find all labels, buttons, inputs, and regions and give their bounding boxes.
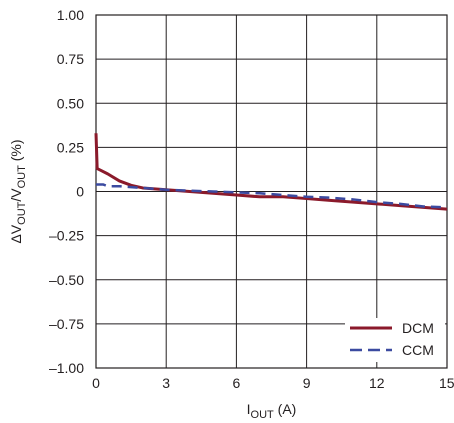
legend-background: [345, 318, 445, 362]
x-axis-label: IOUT (A): [247, 401, 297, 421]
series-line-dcm: [94, 133, 448, 211]
x-tick-label: 6: [233, 375, 241, 391]
y-tick-label: 0.75: [57, 51, 84, 67]
series-group: [94, 133, 448, 211]
y-tick-label: –0.50: [49, 272, 84, 288]
y-tick-labels: 1.00 0.75 0.50 0.25 0 –0.25 –0.50 –0.75 –1.00: [49, 7, 84, 376]
series-line-ccm: [96, 183, 448, 209]
x-tick-labels: 0 3 6 9 12 15: [92, 375, 454, 391]
grid: [95, 14, 448, 369]
x-tick-label: 15: [439, 375, 454, 391]
y-tick-label: –0.75: [49, 316, 84, 332]
legend-label-ccm: CCM: [402, 342, 434, 358]
x-tick-label: 0: [92, 375, 100, 391]
y-tick-label: 1.00: [57, 7, 84, 23]
x-tick-label: 9: [303, 375, 311, 391]
y-axis-label: ΔVOUT/VOUT (%): [8, 139, 28, 243]
y-tick-label: 0.25: [57, 139, 84, 155]
x-tick-label: 3: [162, 375, 170, 391]
y-tick-label: –1.00: [49, 360, 84, 376]
legend-label-dcm: DCM: [402, 320, 434, 336]
plot-frame: [95, 14, 448, 369]
legend: DCM CCM: [345, 318, 445, 362]
plot-frame-rect: [95, 14, 448, 369]
y-tick-label: –0.25: [49, 228, 84, 244]
x-tick-label: 12: [369, 375, 385, 391]
y-tick-label: 0: [76, 184, 84, 200]
y-tick-label: 0.50: [57, 95, 84, 111]
